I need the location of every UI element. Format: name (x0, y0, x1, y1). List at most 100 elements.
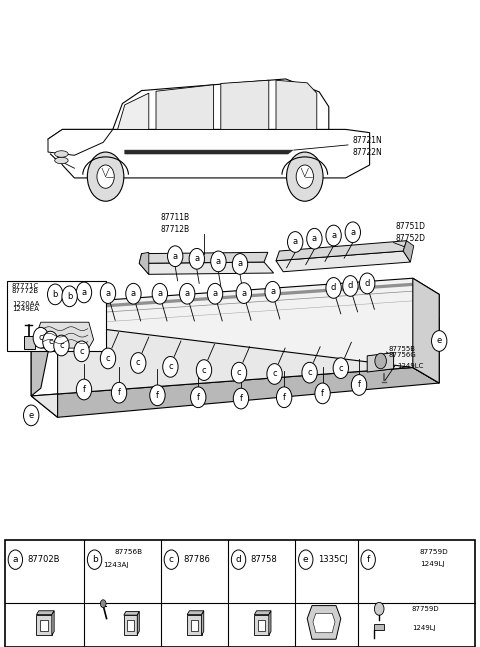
Text: c: c (202, 366, 206, 375)
Text: c: c (307, 368, 312, 377)
Text: f: f (240, 394, 242, 403)
Text: c: c (38, 333, 43, 342)
Ellipse shape (55, 151, 68, 157)
Polygon shape (307, 606, 341, 639)
Circle shape (196, 360, 212, 380)
Text: d: d (331, 283, 336, 292)
Text: c: c (106, 354, 110, 363)
Text: f: f (321, 389, 324, 398)
Polygon shape (374, 624, 384, 630)
Text: 87755B: 87755B (389, 345, 416, 352)
Text: 1243AJ: 1243AJ (103, 562, 129, 568)
Ellipse shape (55, 157, 68, 164)
Circle shape (233, 388, 249, 409)
Polygon shape (139, 252, 149, 274)
Text: a: a (106, 289, 110, 298)
Polygon shape (367, 353, 394, 372)
Text: a: a (350, 228, 355, 237)
Circle shape (97, 165, 114, 188)
Text: a: a (82, 288, 86, 297)
Text: d: d (348, 281, 353, 291)
Circle shape (315, 383, 330, 404)
Polygon shape (124, 611, 139, 615)
Text: a: a (12, 555, 18, 564)
Polygon shape (191, 620, 198, 631)
Circle shape (231, 362, 247, 383)
Text: 87786: 87786 (183, 555, 210, 564)
Circle shape (236, 283, 252, 303)
Polygon shape (137, 611, 139, 635)
Text: c: c (59, 341, 64, 350)
Circle shape (152, 283, 168, 304)
Polygon shape (31, 367, 439, 417)
Text: f: f (118, 388, 120, 397)
Text: a: a (270, 287, 275, 296)
Circle shape (62, 286, 77, 307)
Polygon shape (202, 611, 204, 635)
Text: b: b (67, 292, 72, 301)
Polygon shape (254, 611, 271, 615)
Circle shape (191, 387, 206, 408)
Polygon shape (31, 294, 60, 396)
Text: d: d (364, 279, 370, 288)
Circle shape (163, 356, 178, 377)
Polygon shape (127, 620, 134, 631)
Text: e: e (437, 336, 442, 345)
Text: a: a (131, 289, 136, 298)
Circle shape (54, 335, 69, 356)
Text: f: f (83, 385, 85, 394)
Text: c: c (48, 337, 53, 346)
Text: e: e (303, 555, 309, 564)
Text: 1249LJ: 1249LJ (420, 560, 444, 567)
Circle shape (76, 282, 92, 303)
Polygon shape (258, 620, 265, 631)
Text: b: b (52, 290, 58, 299)
Polygon shape (156, 85, 214, 129)
Text: c: c (272, 369, 277, 378)
FancyBboxPatch shape (5, 540, 475, 647)
Circle shape (111, 382, 127, 403)
Polygon shape (254, 615, 269, 635)
Circle shape (267, 364, 282, 384)
Text: 1335CJ: 1335CJ (318, 555, 348, 564)
Circle shape (100, 600, 106, 608)
Text: f: f (283, 393, 286, 402)
Circle shape (76, 379, 92, 400)
Polygon shape (36, 615, 52, 635)
Text: 87711B
87712B: 87711B 87712B (161, 213, 190, 234)
Circle shape (126, 283, 141, 304)
Text: a: a (331, 231, 336, 240)
Circle shape (351, 375, 367, 395)
Text: 87759D: 87759D (420, 549, 449, 555)
Text: f: f (197, 393, 200, 402)
FancyBboxPatch shape (7, 281, 106, 351)
Text: 87702B: 87702B (27, 555, 60, 564)
Circle shape (231, 550, 246, 569)
Circle shape (168, 246, 183, 267)
Polygon shape (37, 322, 94, 348)
Text: a: a (241, 289, 246, 298)
Circle shape (164, 550, 179, 569)
Circle shape (211, 251, 226, 272)
Text: 87756B: 87756B (115, 549, 143, 555)
Circle shape (374, 602, 384, 615)
Circle shape (296, 165, 313, 188)
Polygon shape (269, 611, 271, 635)
Polygon shape (125, 150, 293, 154)
Text: c: c (338, 364, 343, 373)
Text: 87771C: 87771C (12, 283, 39, 289)
Circle shape (345, 222, 360, 243)
Polygon shape (124, 615, 137, 635)
Circle shape (87, 152, 124, 201)
Text: a: a (216, 257, 221, 266)
Text: 1249LC: 1249LC (397, 362, 424, 369)
Polygon shape (31, 278, 439, 396)
Text: a: a (238, 259, 242, 269)
Circle shape (33, 327, 48, 348)
Polygon shape (139, 262, 274, 274)
Text: a: a (312, 234, 317, 243)
Text: a: a (293, 237, 298, 247)
Circle shape (48, 284, 63, 305)
Text: f: f (358, 380, 360, 389)
Circle shape (131, 353, 146, 373)
